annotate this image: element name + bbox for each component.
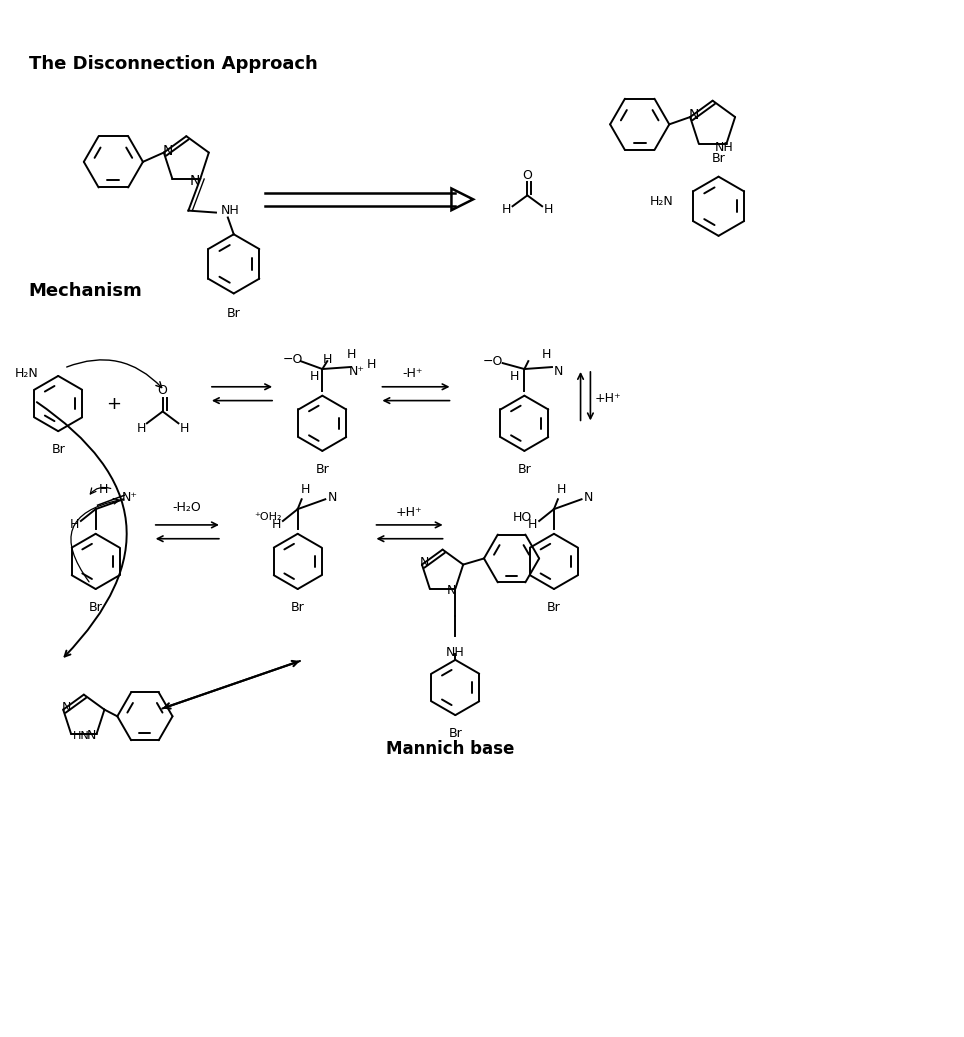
Text: NH: NH — [446, 646, 465, 660]
Text: N: N — [554, 364, 564, 377]
Text: Br: Br — [51, 443, 66, 456]
Text: H: H — [367, 358, 376, 370]
Text: ⁺OH₂: ⁺OH₂ — [254, 512, 281, 522]
Text: N: N — [62, 701, 70, 714]
Text: O: O — [522, 169, 532, 183]
Text: Br: Br — [89, 600, 102, 614]
Text: H: H — [136, 422, 146, 435]
Text: Br: Br — [548, 600, 561, 614]
Text: H₂N: H₂N — [14, 367, 39, 381]
Text: H: H — [347, 347, 357, 361]
Text: Br: Br — [448, 727, 462, 740]
Text: -H₂O: -H₂O — [172, 501, 201, 513]
Text: N: N — [689, 108, 699, 122]
Text: O: O — [158, 385, 168, 397]
Text: H: H — [510, 370, 520, 384]
Text: −O: −O — [483, 355, 503, 368]
Text: Br: Br — [711, 151, 726, 165]
Text: Br: Br — [291, 600, 305, 614]
Text: N⁺: N⁺ — [349, 364, 364, 377]
Text: +H⁺: +H⁺ — [595, 392, 622, 405]
Text: Br: Br — [518, 463, 531, 476]
Text: H: H — [309, 370, 319, 384]
Text: H: H — [544, 202, 552, 216]
Text: N⁺: N⁺ — [122, 491, 138, 504]
Text: N: N — [190, 174, 201, 188]
Text: +: + — [106, 394, 120, 413]
Text: H₂N: H₂N — [650, 195, 673, 207]
Text: H: H — [557, 483, 567, 496]
Text: H: H — [99, 483, 108, 496]
Text: Br: Br — [315, 463, 330, 476]
Text: −O: −O — [282, 353, 303, 366]
Text: H: H — [542, 347, 550, 361]
Text: H: H — [323, 353, 332, 366]
Text: H: H — [527, 518, 537, 531]
Text: H: H — [502, 202, 511, 216]
Text: N: N — [420, 556, 430, 569]
Text: NH: NH — [221, 204, 240, 217]
Text: HO: HO — [513, 510, 532, 524]
Text: N: N — [87, 729, 96, 742]
Text: NH: NH — [715, 141, 734, 153]
Text: N: N — [584, 491, 593, 504]
Text: Mannich base: Mannich base — [387, 739, 515, 758]
Text: Br: Br — [227, 307, 241, 320]
Text: N: N — [446, 584, 456, 597]
Text: H: H — [179, 422, 189, 435]
Text: The Disconnection Approach: The Disconnection Approach — [29, 55, 317, 74]
Text: +H⁺: +H⁺ — [396, 506, 422, 518]
Text: N: N — [328, 491, 336, 504]
Text: H: H — [69, 518, 79, 531]
Text: HN: HN — [72, 731, 90, 740]
Text: H: H — [301, 483, 310, 496]
Text: H: H — [271, 518, 281, 531]
Text: -H⁺: -H⁺ — [403, 367, 423, 381]
Text: Mechanism: Mechanism — [29, 282, 143, 300]
Text: N: N — [163, 143, 173, 158]
